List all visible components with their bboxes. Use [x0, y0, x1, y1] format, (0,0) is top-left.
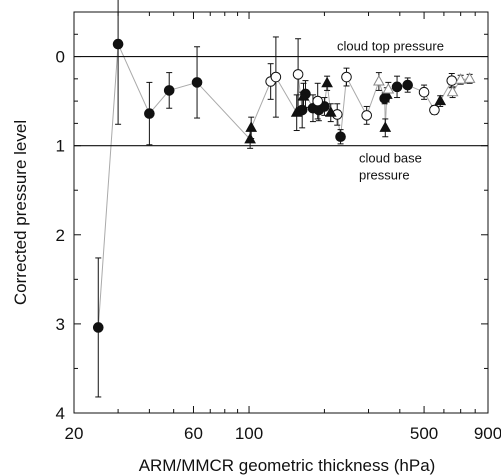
- data-point: [434, 94, 447, 106]
- data-point: [429, 104, 440, 116]
- data-point: [382, 82, 395, 94]
- data-point: [144, 108, 155, 119]
- x-tick-label: 500: [410, 424, 438, 443]
- data-point: [446, 75, 458, 86]
- y-tick-label: 3: [56, 315, 65, 334]
- data-point: [112, 38, 124, 50]
- y-tick-label: 2: [56, 226, 65, 245]
- data-point: [245, 121, 258, 132]
- data-point: [163, 85, 175, 96]
- data-point: [391, 81, 403, 93]
- y-tick-label: 0: [56, 48, 65, 67]
- reference-line-label: cloud base: [359, 151, 422, 166]
- chart-marks: [92, 0, 476, 398]
- data-point: [418, 86, 430, 98]
- data-point: [191, 77, 203, 88]
- data-point: [379, 121, 392, 132]
- data-point: [297, 90, 310, 101]
- data-point: [292, 69, 304, 80]
- data-point: [454, 73, 467, 84]
- reference-line-label: pressure: [359, 168, 410, 183]
- x-tick-label: 60: [184, 424, 203, 443]
- x-tick-label: 100: [235, 424, 263, 443]
- reference-lines: cloud top pressure cloud base pressure: [74, 39, 488, 183]
- data-point: [373, 74, 385, 86]
- data-point: [335, 131, 346, 143]
- data-point: [380, 88, 393, 99]
- plot-frame: [73, 11, 489, 414]
- data-point: [312, 95, 323, 107]
- data-point: [324, 106, 337, 117]
- data-point: [270, 71, 282, 83]
- x-tick-label: 20: [65, 424, 84, 443]
- data-point: [463, 72, 476, 83]
- y-axis-label: Corrected pressure level: [11, 120, 30, 305]
- data-point: [361, 110, 372, 121]
- x-tick-label: 900: [474, 424, 501, 443]
- data-point: [402, 79, 413, 91]
- reference-line-label: cloud top pressure: [337, 39, 444, 54]
- x-axis-label: ARM/MMCR geometric thickness (hPa): [139, 456, 436, 475]
- data-point: [341, 71, 352, 83]
- data-point: [321, 76, 333, 88]
- data-point: [446, 85, 459, 97]
- axis-ticks: 0 1 2 3 420 60 100 500 900: [56, 12, 501, 443]
- connecting-line: [97, 43, 470, 328]
- data-point: [92, 322, 104, 333]
- data-point: [290, 106, 303, 117]
- y-tick-label: 4: [56, 404, 65, 423]
- y-tick-label: 1: [56, 137, 65, 156]
